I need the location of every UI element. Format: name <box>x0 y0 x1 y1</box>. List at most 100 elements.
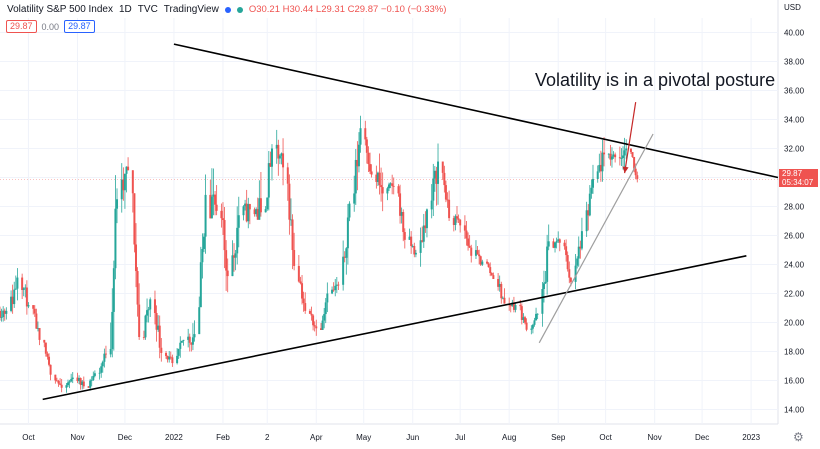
eye-icon[interactable] <box>224 6 231 13</box>
candle-body <box>201 248 204 263</box>
grid <box>0 0 779 425</box>
candle-body <box>468 245 471 248</box>
candle-body <box>478 254 481 257</box>
candle-body <box>454 216 457 225</box>
candle-body <box>122 179 125 191</box>
candle-body <box>293 250 296 266</box>
candle-body <box>511 302 514 307</box>
candle-body <box>610 156 613 160</box>
candle-body <box>569 277 572 282</box>
candle-body <box>177 348 180 356</box>
candle-body <box>226 270 229 277</box>
y-tick-label: 14.00 <box>784 406 805 415</box>
candle-body <box>542 283 545 290</box>
candle-body <box>98 372 101 374</box>
y-tick-label: 16.00 <box>784 377 805 386</box>
candle-body <box>579 246 582 249</box>
buy-button[interactable]: 29.87 <box>64 20 95 33</box>
candle-body <box>36 327 39 329</box>
candle-body <box>552 241 555 248</box>
candle-body <box>313 325 316 327</box>
candle-body <box>109 348 112 355</box>
high-value: H30.44 <box>282 4 314 15</box>
candle-body <box>441 161 444 173</box>
candle-body <box>555 241 558 243</box>
last-price-tag: 29.87 05:34:07 <box>779 169 818 187</box>
candle-body <box>286 167 289 184</box>
candle-body <box>60 384 63 388</box>
candle-body <box>180 340 183 343</box>
candle-body <box>25 287 28 307</box>
candle-body <box>236 227 239 254</box>
candle-body <box>103 353 106 362</box>
gear-icon[interactable]: ⚙ <box>793 430 804 444</box>
candle-body <box>557 239 560 242</box>
candle-body <box>255 209 258 215</box>
candle-body <box>237 215 240 228</box>
candle-body <box>514 305 517 310</box>
candle-body <box>345 248 348 258</box>
candle-body <box>386 188 389 194</box>
symbol-name[interactable]: Volatility S&P 500 Index <box>7 4 113 15</box>
candle-body <box>452 218 455 225</box>
candle-body <box>614 154 617 158</box>
x-tick-label: 2022 <box>165 433 183 442</box>
candle-body <box>5 310 8 314</box>
candle-body <box>182 339 185 341</box>
x-tick-label: Dec <box>118 433 132 442</box>
candle-body <box>343 256 346 258</box>
candle-body <box>215 204 218 211</box>
candle-body <box>598 164 601 172</box>
candle-body <box>479 256 482 265</box>
candle-body <box>596 171 599 179</box>
price-axis[interactable]: 40.0038.0036.0034.0032.0030.0028.0026.00… <box>784 29 805 415</box>
candle-body <box>259 198 262 213</box>
candle-body <box>365 139 368 153</box>
candle-body <box>446 199 449 201</box>
candle-body <box>57 380 60 384</box>
candle-body <box>234 253 237 258</box>
candle-body <box>414 252 417 255</box>
y-tick-label: 34.00 <box>784 116 805 125</box>
candle-body <box>270 148 273 167</box>
candle-body <box>501 297 504 299</box>
candle-body <box>90 379 93 381</box>
candle-body <box>112 268 115 312</box>
candle-body <box>618 157 621 159</box>
legend-header[interactable]: Volatility S&P 500 Index 1D TVC TradingV… <box>7 4 446 15</box>
candle-body <box>304 303 307 311</box>
candle-body <box>609 153 612 160</box>
candle-body <box>353 193 356 204</box>
x-tick-label: Jul <box>455 433 465 442</box>
sell-button[interactable]: 29.87 <box>6 20 37 33</box>
candle-body <box>402 212 405 233</box>
annotation-arrow <box>624 102 637 174</box>
candle-body <box>123 173 126 191</box>
arrow-head <box>622 166 629 174</box>
candle-body <box>408 236 411 240</box>
trade-buttons: 29.87 0.00 29.87 <box>6 20 95 33</box>
time-axis[interactable]: Oct Nov Dec 2022 Feb 2 Apr May Jun Jul Aug Sep Oct No… <box>22 433 760 442</box>
low-value: L29.31 <box>315 4 345 15</box>
candle-body <box>212 194 215 197</box>
candle-body <box>114 208 117 269</box>
candle-body <box>400 212 403 216</box>
candle-body <box>631 152 634 157</box>
candle-body <box>599 164 602 172</box>
interval[interactable]: 1D <box>119 4 132 15</box>
candle-body <box>35 313 38 329</box>
candles <box>0 115 639 393</box>
trendline-support-long <box>42 255 747 401</box>
trendlines <box>0 43 779 401</box>
x-tick-label: Oct <box>599 433 612 442</box>
candle-body <box>225 250 228 271</box>
candle-body <box>54 374 57 381</box>
currency-label[interactable]: USD <box>784 3 801 12</box>
candle-body <box>266 197 269 210</box>
candle-body <box>519 305 522 307</box>
x-tick-label: Apr <box>310 433 323 442</box>
candle-body <box>169 356 172 358</box>
chart-annotation: Volatility is in a pivotal posture <box>535 70 775 90</box>
candle-body <box>389 183 392 185</box>
